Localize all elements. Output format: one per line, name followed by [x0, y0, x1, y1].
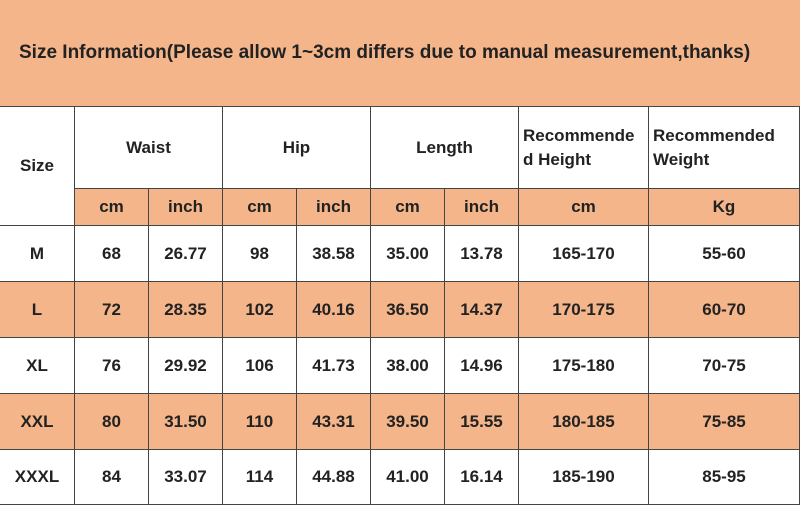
measurement: 114: [223, 450, 297, 505]
measurement: 60-70: [649, 282, 800, 338]
unit-header: cm: [519, 189, 649, 226]
measurement: 38.58: [297, 226, 371, 282]
measurement: 31.50: [149, 394, 223, 450]
measurement: 41.73: [297, 338, 371, 394]
measurement: 29.92: [149, 338, 223, 394]
measurement: 38.00: [371, 338, 445, 394]
size-label: XXL: [0, 394, 75, 450]
unit-header: inch: [149, 189, 223, 226]
measurement: 185-190: [519, 450, 649, 505]
measurement: 84: [75, 450, 149, 505]
measurement: 75-85: [649, 394, 800, 450]
measurement: 40.16: [297, 282, 371, 338]
size-label: XXXL: [0, 450, 75, 505]
measurement: 80: [75, 394, 149, 450]
group-header: Hip: [223, 107, 371, 189]
measurement: 43.31: [297, 394, 371, 450]
measurement: 15.55: [445, 394, 519, 450]
measurement: 55-60: [649, 226, 800, 282]
group-header: Waist: [75, 107, 223, 189]
measurement: 14.96: [445, 338, 519, 394]
measurement: 102: [223, 282, 297, 338]
measurement: 41.00: [371, 450, 445, 505]
measurement: 35.00: [371, 226, 445, 282]
measurement: 98: [223, 226, 297, 282]
measurement: 170-175: [519, 282, 649, 338]
size-label: L: [0, 282, 75, 338]
unit-header: cm: [371, 189, 445, 226]
measurement: 106: [223, 338, 297, 394]
measurement: 165-170: [519, 226, 649, 282]
unit-header: cm: [75, 189, 149, 226]
unit-header: inch: [297, 189, 371, 226]
size-label: XL: [0, 338, 75, 394]
measurement: 180-185: [519, 394, 649, 450]
measurement: 16.14: [445, 450, 519, 505]
measurement: 70-75: [649, 338, 800, 394]
group-header: Recommended Weight: [649, 107, 800, 189]
measurement: 26.77: [149, 226, 223, 282]
measurement: 110: [223, 394, 297, 450]
measurement: 39.50: [371, 394, 445, 450]
measurement: 36.50: [371, 282, 445, 338]
measurement: 76: [75, 338, 149, 394]
measurement: 175-180: [519, 338, 649, 394]
unit-header: Kg: [649, 189, 800, 226]
measurement: 33.07: [149, 450, 223, 505]
size-label: M: [0, 226, 75, 282]
measurement: 44.88: [297, 450, 371, 505]
title: Size Information(Please allow 1~3cm diff…: [0, 0, 800, 107]
measurement: 13.78: [445, 226, 519, 282]
measurement: 72: [75, 282, 149, 338]
measurement: 85-95: [649, 450, 800, 505]
measurement: 14.37: [445, 282, 519, 338]
unit-header: cm: [223, 189, 297, 226]
unit-header: inch: [445, 189, 519, 226]
group-header: Recommended Height: [519, 107, 649, 189]
size-header: Size: [0, 107, 75, 226]
group-header: Length: [371, 107, 519, 189]
measurement: 68: [75, 226, 149, 282]
measurement: 28.35: [149, 282, 223, 338]
